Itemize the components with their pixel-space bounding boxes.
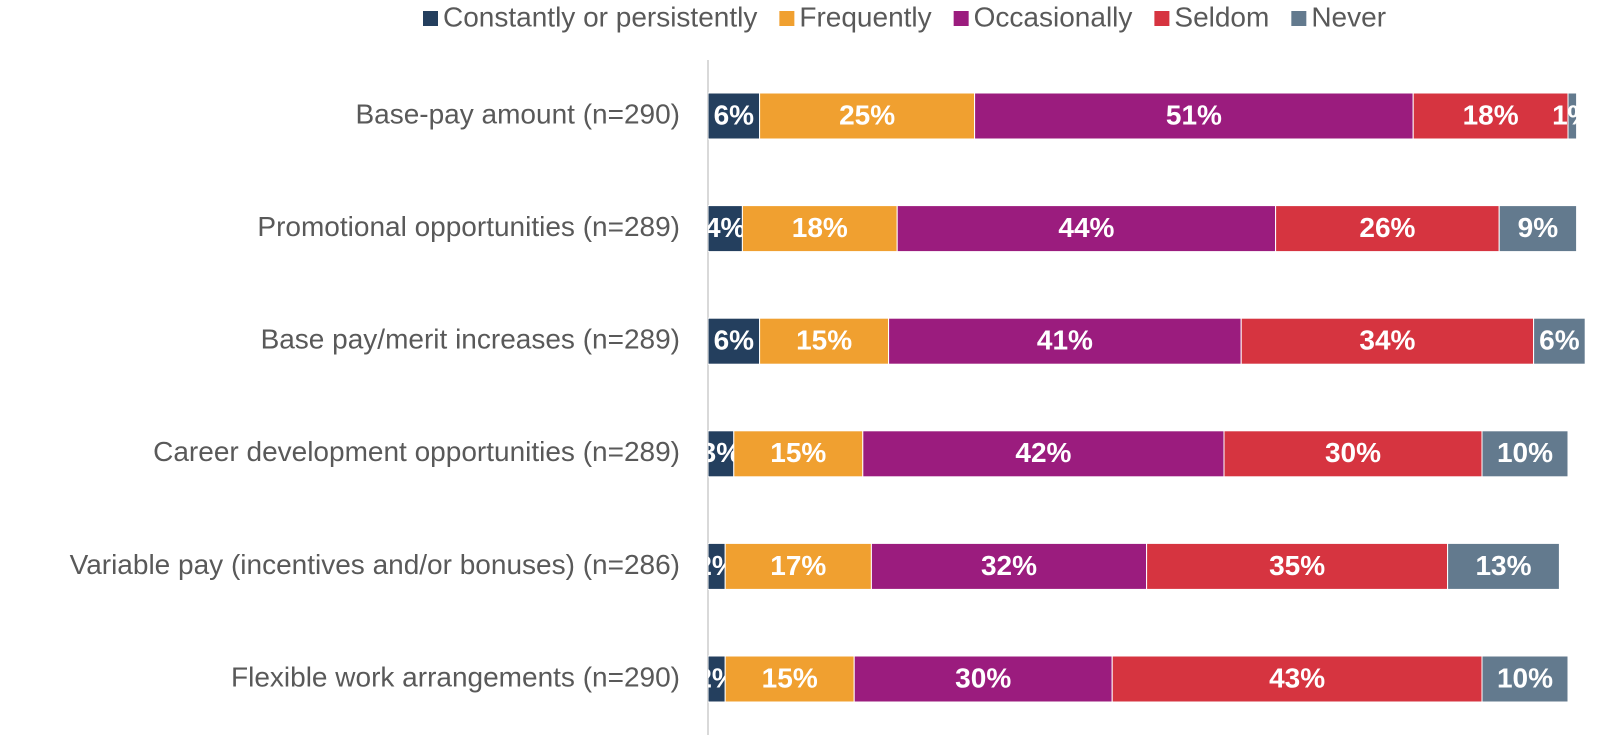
data-label: 6%: [714, 99, 755, 130]
bar-segment: [1412, 92, 1569, 140]
y-tick-label: Variable pay (incentives and/or bonuses)…: [70, 549, 680, 580]
data-label: 32%: [981, 550, 1037, 581]
bar-segment: [741, 205, 898, 253]
data-label: 18%: [792, 212, 848, 243]
y-tick-label: Promotional opportunities (n=289): [257, 211, 680, 242]
data-label: 35%: [1269, 550, 1325, 581]
bar-segment: [708, 92, 761, 140]
data-label: 10%: [1497, 437, 1553, 468]
data-label: 6%: [714, 325, 755, 356]
data-label: 1%: [1552, 99, 1593, 130]
data-label: 41%: [1037, 325, 1093, 356]
data-label: 30%: [955, 662, 1011, 693]
data-label: 15%: [796, 325, 852, 356]
data-label: 18%: [1463, 99, 1519, 130]
bar-segment: [724, 655, 855, 703]
legend-label: Occasionally: [974, 1, 1133, 32]
data-label: 25%: [839, 99, 895, 130]
data-label: 15%: [762, 662, 818, 693]
data-label: 6%: [1539, 325, 1580, 356]
legend-swatch: [953, 11, 969, 26]
legend-swatch: [1154, 11, 1170, 26]
bar-segment: [1567, 92, 1578, 140]
data-label: 43%: [1269, 662, 1325, 693]
data-label: 9%: [1518, 212, 1559, 243]
data-label: 13%: [1475, 550, 1531, 581]
bar-segment: [1481, 655, 1569, 703]
data-label: 10%: [1497, 662, 1553, 693]
legend-swatch: [423, 11, 438, 26]
legend-swatch: [1291, 11, 1307, 26]
bar-segment: [1223, 430, 1483, 478]
bar-segment: [1481, 430, 1569, 478]
data-label: 17%: [770, 550, 826, 581]
data-label: 44%: [1058, 212, 1114, 243]
bar-segment: [974, 92, 1414, 140]
y-tick-label: Base pay/merit increases (n=289): [261, 324, 680, 355]
y-tick-label: Base-pay amount (n=290): [355, 98, 680, 129]
bar-segment: [870, 542, 1148, 590]
legend-label: Frequently: [799, 1, 931, 32]
bar-segment: [759, 92, 976, 140]
data-label: 30%: [1325, 437, 1381, 468]
bar-segment: [708, 317, 761, 365]
legend-label: Never: [1311, 1, 1386, 32]
data-label: 4%: [705, 212, 746, 243]
y-tick-label: Flexible work arrangements (n=290): [231, 661, 680, 692]
data-label: 42%: [1015, 437, 1071, 468]
bar-segment: [1275, 205, 1500, 253]
y-tick-label: Career development opportunities (n=289): [153, 436, 680, 467]
bar-segment: [1533, 317, 1586, 365]
bar-segment: [1111, 655, 1483, 703]
bar-segment: [1240, 317, 1535, 365]
bar-segment: [862, 430, 1225, 478]
data-label: 26%: [1359, 212, 1415, 243]
data-label: 51%: [1166, 99, 1222, 130]
legend-label: Constantly or persistently: [443, 1, 757, 32]
bar-segment: [888, 317, 1242, 365]
data-label: 15%: [770, 437, 826, 468]
data-label: 34%: [1359, 325, 1415, 356]
legend-label: Seldom: [1174, 1, 1269, 32]
bar-segment: [1447, 542, 1560, 590]
legend-swatch: [779, 11, 795, 26]
bar-segment: [733, 430, 864, 478]
bar-segment: [759, 317, 890, 365]
plot-area: 6% 25% 51% 18% 1% 4% 18% 44% 26% 9% 6% 15% 41% 34% 6% 3…: [705, 92, 1593, 703]
bar-segment: [1498, 205, 1578, 253]
bar-segment: [724, 542, 872, 590]
bar-segment: [896, 205, 1277, 253]
